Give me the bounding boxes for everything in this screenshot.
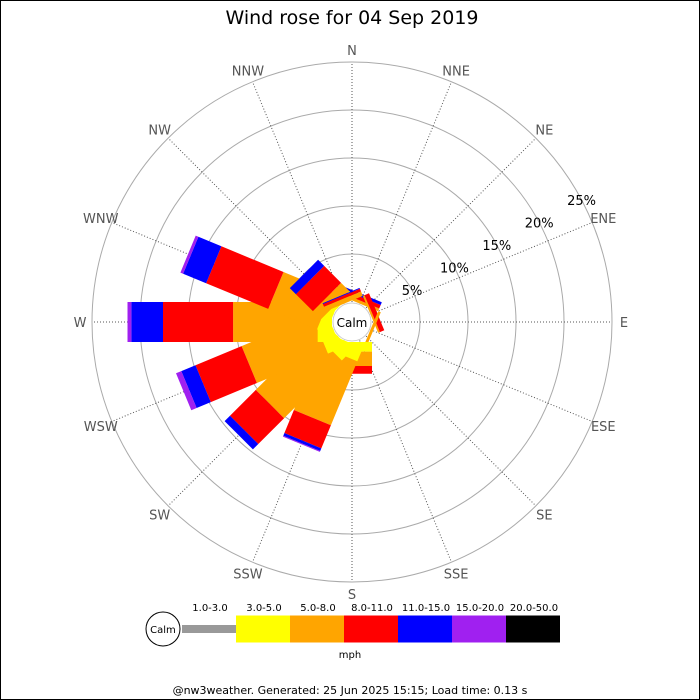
grid-ring [91, 61, 613, 583]
speed-legend: Calm 1.0-3.0 3.0-5.0 5.0-8.0 8.0-11.0 11.0-15… [145, 603, 560, 661]
legend-label-11.0-15.0: 11.0-15.0 [402, 603, 450, 614]
legend-calm-label: Calm [150, 625, 176, 636]
grid-spoke [359, 81, 452, 304]
wind-bar-sw-11.0-15.0 [224, 415, 259, 450]
direction-label-n: N [347, 44, 357, 59]
legend-swatch-20.0-50.0 [506, 615, 560, 643]
radial-tick-label: 15% [482, 239, 511, 254]
wind-bar-w-8.0-11.0 [163, 302, 234, 342]
wind-bar-nnw-8.0-11.0 [322, 288, 361, 307]
wind-bar-ssw-8.0-11.0 [284, 410, 331, 449]
legend-label-20.0-50.0: 20.0-50.0 [510, 603, 558, 614]
direction-label-sse: SSE [444, 567, 469, 582]
grid-spoke [365, 335, 537, 507]
wind-bar-wsw-15.0-20.0 [176, 371, 197, 411]
calm-label: Calm [337, 316, 368, 330]
footer-text: @nw3weather. Generated: 25 Jun 2025 15:1… [173, 684, 528, 697]
wind-bar-wnw-11.0-15.0 [183, 236, 222, 284]
wind-bar-nw-11.0-15.0 [289, 259, 325, 295]
legend-unit: mph [339, 650, 361, 661]
wind-bar-wsw-8.0-11.0 [195, 346, 257, 403]
legend-label-15.0-20.0: 15.0-20.0 [456, 603, 504, 614]
radial-tick-label: 25% [567, 194, 596, 209]
calm-circle [332, 302, 372, 342]
wind-bar-ssw-5.0-8.0 [293, 346, 358, 426]
direction-label-se: SE [536, 508, 552, 523]
radial-tick-labels: 5% 10% 15% 20% 25% [402, 194, 596, 299]
legend-label-3.0-5.0: 3.0-5.0 [246, 603, 281, 614]
legend-swatch-15.0-20.0 [452, 615, 506, 643]
calm-center: Calm [332, 302, 372, 342]
direction-label-w: W [74, 316, 87, 331]
wind-bar-sw-8.0-11.0 [230, 389, 285, 444]
legend-swatch-5.0-8.0 [290, 615, 344, 643]
radial-tick-label: 10% [440, 262, 469, 277]
legend-label-8.0-11.0: 8.0-11.0 [351, 603, 393, 614]
wind-bar-w-15.0-20.0 [127, 302, 132, 342]
wind-bar-wnw-8.0-11.0 [206, 246, 284, 309]
wind-bar-w-11.0-15.0 [131, 302, 163, 342]
direction-label-sw: SW [149, 508, 170, 523]
direction-label-ese: ESE [591, 420, 616, 435]
chart-title: Wind rose for 04 Sep 2019 [225, 7, 478, 29]
grid-spoke [252, 81, 345, 304]
direction-label-nnw: NNW [232, 65, 264, 80]
legend-swatch-11.0-15.0 [398, 615, 452, 643]
legend-label-1.0-3.0: 1.0-3.0 [192, 603, 227, 614]
grid-spoke [370, 222, 593, 315]
wind-bar-ese-5.0-8.0 [362, 311, 381, 350]
radial-tick-label: 5% [402, 284, 423, 299]
legend-swatch-1.0-3.0 [182, 625, 236, 633]
grid-spoke [359, 340, 452, 563]
legend-swatch-8.0-11.0 [344, 615, 398, 643]
direction-label-ene: ENE [590, 212, 616, 227]
direction-labels: N NNE NE ENE E ESE SE SSE S SSW SW WSW W WNW NW NNW [74, 44, 629, 603]
wind-bar-ssw-11.0-15.0 [283, 433, 322, 451]
wind-bar-ssw-15.0-20.0 [282, 435, 321, 452]
grid-spoke [370, 329, 593, 422]
direction-label-wsw: WSW [84, 420, 118, 435]
radial-tick-label: 20% [525, 216, 554, 231]
direction-label-nw: NW [148, 124, 171, 139]
wind-bars [127, 235, 385, 452]
wind-bar-wsw-11.0-15.0 [181, 365, 211, 408]
legend-calm-circle [145, 611, 181, 647]
wind-bar-nw-8.0-11.0 [295, 265, 342, 312]
grid-spoke [365, 137, 537, 309]
direction-label-s: S [348, 588, 356, 603]
wind-bar-wnw-15.0-20.0 [180, 235, 199, 274]
direction-label-nne: NNE [442, 65, 470, 80]
legend-label-5.0-8.0: 5.0-8.0 [300, 603, 335, 614]
direction-label-e: E [620, 316, 628, 331]
direction-label-ne: NE [535, 124, 553, 139]
wind-bar-nnw-11.0-15.0 [322, 287, 360, 305]
direction-label-wnw: WNW [83, 212, 119, 227]
wind-bar-nnw-5.0-8.0 [324, 291, 363, 312]
direction-label-ssw: SSW [233, 567, 263, 582]
wind-bar-ene-8.0-11.0 [364, 293, 385, 333]
legend-swatch-3.0-5.0 [236, 615, 290, 643]
